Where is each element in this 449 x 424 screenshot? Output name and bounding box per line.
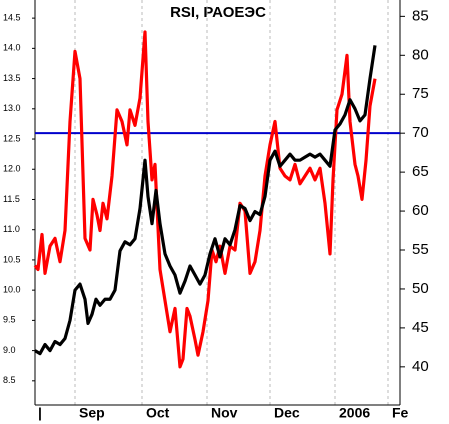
x-tick-label: Oct <box>146 405 170 421</box>
y-tick-label: 11.0 <box>3 224 20 234</box>
series-line <box>34 45 377 356</box>
y2-tick-label: 60 <box>412 202 429 219</box>
y2-tick-label: 75 <box>412 85 429 102</box>
series-line <box>33 30 377 369</box>
y-tick-label: 14.5 <box>3 13 21 23</box>
y2-tick-label: 70 <box>412 124 429 141</box>
y-tick-label: 12.5 <box>3 133 21 143</box>
x-tick-label: Dec <box>274 405 300 421</box>
x-tick-label: 2006 <box>339 405 370 421</box>
y2-tick-label: 50 <box>412 280 429 297</box>
y2-tick-label: 45 <box>412 319 429 336</box>
y-tick-label: 9.5 <box>3 315 16 325</box>
y-tick-label: 10.0 <box>3 285 21 295</box>
y2-tick-label: 55 <box>412 241 429 258</box>
y-tick-label: 11.5 <box>3 194 20 204</box>
y-tick-label: 8.5 <box>3 375 16 385</box>
y-tick-label: 10.5 <box>3 254 21 264</box>
y2-tick-label: 65 <box>412 163 429 180</box>
x-tick-label: Fe <box>392 405 409 421</box>
x-tick-label: Sep <box>79 405 105 421</box>
y2-tick-label: 85 <box>412 7 429 24</box>
chart-title: RSI, РАОЕЭС <box>170 4 266 21</box>
y-tick-label: 9.0 <box>3 345 16 355</box>
y2-tick-label: 80 <box>412 46 429 63</box>
y-tick-label: 13.5 <box>3 73 21 83</box>
y-tick-label: 12.0 <box>3 164 21 174</box>
x-tick-label: | <box>38 405 42 421</box>
y2-tick-label: 40 <box>412 358 429 375</box>
y-tick-label: 14.0 <box>3 43 21 53</box>
y-tick-label: 13.0 <box>3 103 21 113</box>
x-tick-label: Nov <box>211 405 238 421</box>
